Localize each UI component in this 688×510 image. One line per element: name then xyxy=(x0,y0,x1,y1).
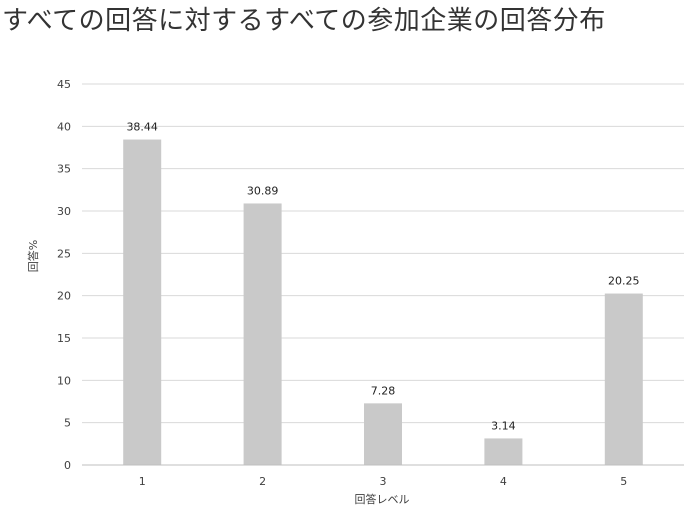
bar-data-label: 7.28 xyxy=(371,384,396,397)
y-tick-label: 15 xyxy=(57,332,71,345)
bar xyxy=(364,403,402,465)
data-labels: 38.44 30.89 7.28 3.14 20.25 xyxy=(126,121,639,433)
y-tick-label: 35 xyxy=(57,163,71,176)
x-tick-label: 2 xyxy=(259,475,266,488)
bars xyxy=(123,139,643,466)
y-tick-label: 30 xyxy=(57,205,71,218)
y-tick-label: 0 xyxy=(64,459,71,472)
x-axis-ticks: 1 2 3 4 5 xyxy=(139,475,628,488)
y-tick-label: 25 xyxy=(57,247,71,260)
y-tick-label: 20 xyxy=(57,290,71,303)
gridlines xyxy=(82,83,684,424)
x-axis-label: 回答レベル xyxy=(355,492,410,506)
y-tick-label: 10 xyxy=(57,374,71,387)
y-axis-label: 回答% xyxy=(26,240,40,272)
bar xyxy=(604,293,643,465)
bar-data-label: 20.25 xyxy=(608,275,640,288)
bar xyxy=(484,438,523,465)
bar-data-label: 30.89 xyxy=(247,184,279,197)
y-tick-label: 40 xyxy=(57,120,71,133)
bar-data-label: 38.44 xyxy=(126,121,158,134)
bar xyxy=(123,139,162,466)
x-tick-label: 5 xyxy=(620,475,627,488)
chart-title: すべての回答に対するすべての参加企業の回答分布 xyxy=(2,6,606,36)
bar-data-label: 3.14 xyxy=(491,419,516,432)
x-tick-label: 1 xyxy=(139,475,146,488)
x-tick-label: 4 xyxy=(500,475,507,488)
bar xyxy=(243,203,282,465)
x-tick-label: 3 xyxy=(380,475,387,488)
y-tick-label: 5 xyxy=(64,417,71,430)
y-tick-label: 45 xyxy=(57,78,71,91)
y-axis-ticks: 0 5 10 15 20 25 30 35 40 45 xyxy=(57,78,71,472)
